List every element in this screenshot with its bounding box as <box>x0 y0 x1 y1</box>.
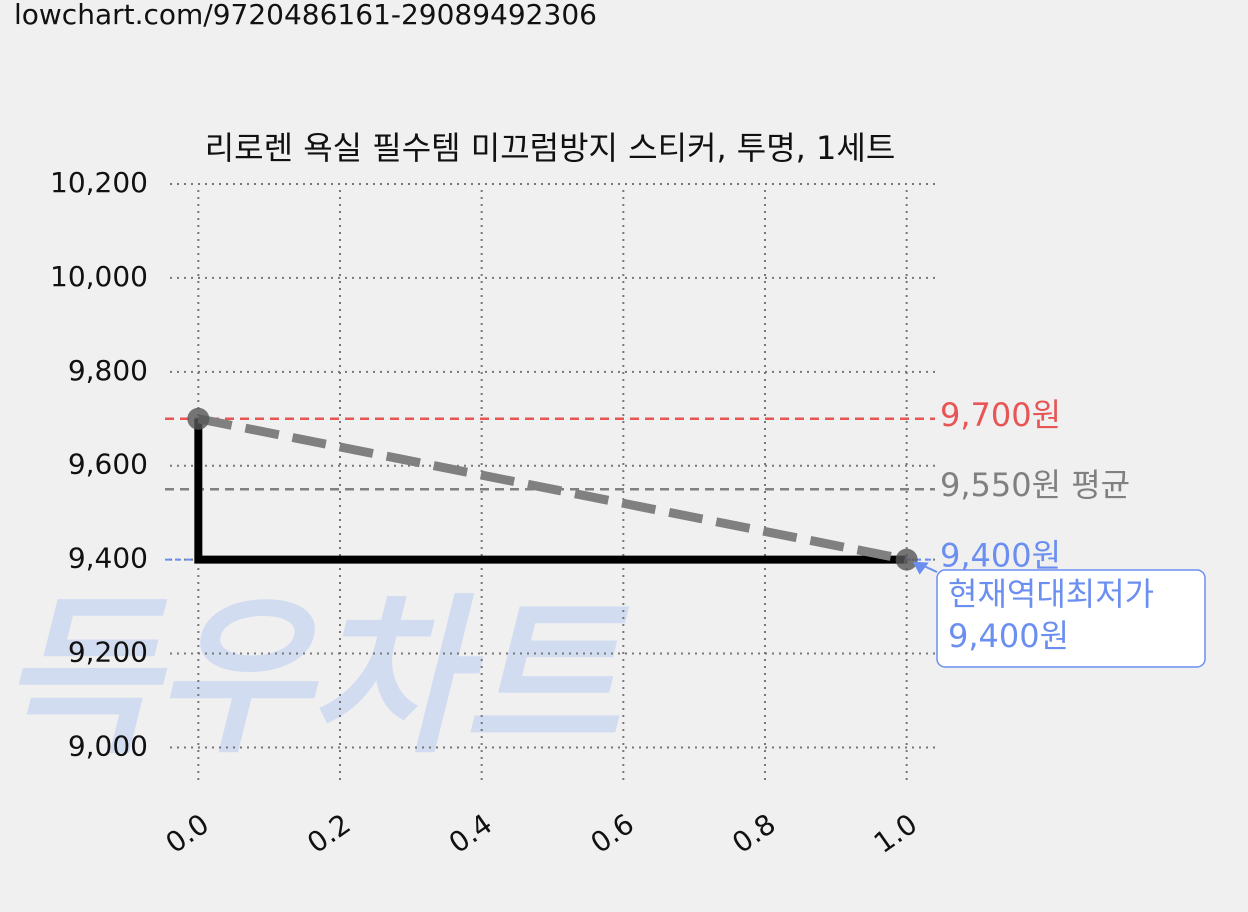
annotation-text: 현재역대최저가 <box>948 575 1154 613</box>
y-tick-label: 9,000 <box>68 729 148 762</box>
y-tick-label: 10,000 <box>50 260 148 293</box>
chart-title: 리로렌 욕실 필수템 미끄럼방지 스티커, 투명, 1세트 <box>205 129 896 167</box>
y-tick-label: 9,800 <box>68 354 148 387</box>
point <box>895 548 918 571</box>
reference-label: 9,700원 <box>940 396 1061 434</box>
reference-label: 9,400원 <box>940 537 1061 575</box>
y-tick-label: 9,400 <box>68 542 148 575</box>
reference-label: 9,550원 평균 <box>940 466 1130 504</box>
annotation-text: 9,400원 <box>948 617 1069 655</box>
watermark: 득우차트 <box>0 579 630 777</box>
annotation-box <box>936 569 1206 668</box>
trend-line <box>197 414 908 565</box>
y-tick-label: 10,200 <box>50 166 148 199</box>
price-line <box>194 418 907 564</box>
y-tick-label: 9,200 <box>68 636 148 669</box>
point <box>187 407 210 430</box>
url: lowchart.com/9720486161-29089492306 <box>14 0 597 31</box>
y-tick-label: 9,600 <box>68 448 148 481</box>
annotation-arrowhead <box>912 561 929 575</box>
